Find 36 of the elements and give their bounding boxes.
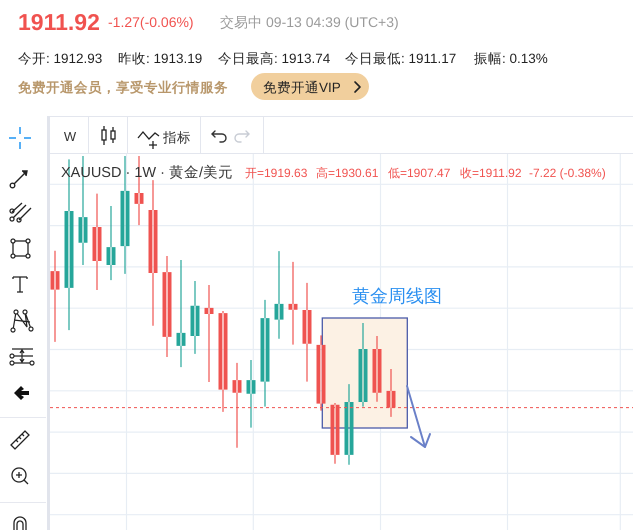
- text: 收=1911.92: [460, 166, 522, 180]
- candlestick: [92, 194, 102, 290]
- text: 09-13 04:39 (UTC+3): [266, 14, 399, 30]
- candlestick: [190, 281, 200, 354]
- candlestick: [260, 300, 270, 407]
- candlestick: [344, 384, 354, 465]
- annotation: 黄金周线图: [352, 286, 442, 306]
- candlestick: [148, 180, 158, 326]
- text: W: [64, 129, 77, 144]
- candlestick: [274, 251, 284, 339]
- text: 今日最低: 1911.17: [345, 51, 456, 66]
- text: 振幅: 0.13%: [474, 51, 548, 66]
- candlestick: [302, 282, 312, 382]
- candlestick: [288, 262, 298, 345]
- candlestick: [246, 360, 256, 428]
- annotation: 高=1930.61: [316, 166, 379, 180]
- text: -1.27(-0.06%): [108, 14, 194, 30]
- text: 今开: 1912.93: [18, 51, 102, 66]
- text: 1911.92: [18, 9, 100, 35]
- candlestick: [120, 156, 130, 274]
- candlestick: [358, 323, 368, 407]
- text: 免费开通会员，享受专业行情服务: [17, 79, 228, 95]
- text: -7.22 (-0.38%): [529, 166, 606, 180]
- text: 指标: [162, 130, 191, 145]
- annotation: 低=1907.47: [388, 166, 451, 180]
- text: 交易中: [220, 14, 262, 30]
- candlestick: [106, 206, 116, 280]
- candlestick: [176, 260, 186, 368]
- text: 免费开通VIP: [263, 80, 341, 95]
- candlestick: [372, 336, 382, 402]
- text: 昨收: 1913.19: [118, 51, 202, 66]
- candlestick: [204, 285, 214, 382]
- candlestick: [162, 256, 172, 357]
- candlestick: [50, 250, 60, 342]
- text: 今日最高: 1913.74: [218, 51, 331, 66]
- annotation: 开=1919.63: [245, 166, 308, 180]
